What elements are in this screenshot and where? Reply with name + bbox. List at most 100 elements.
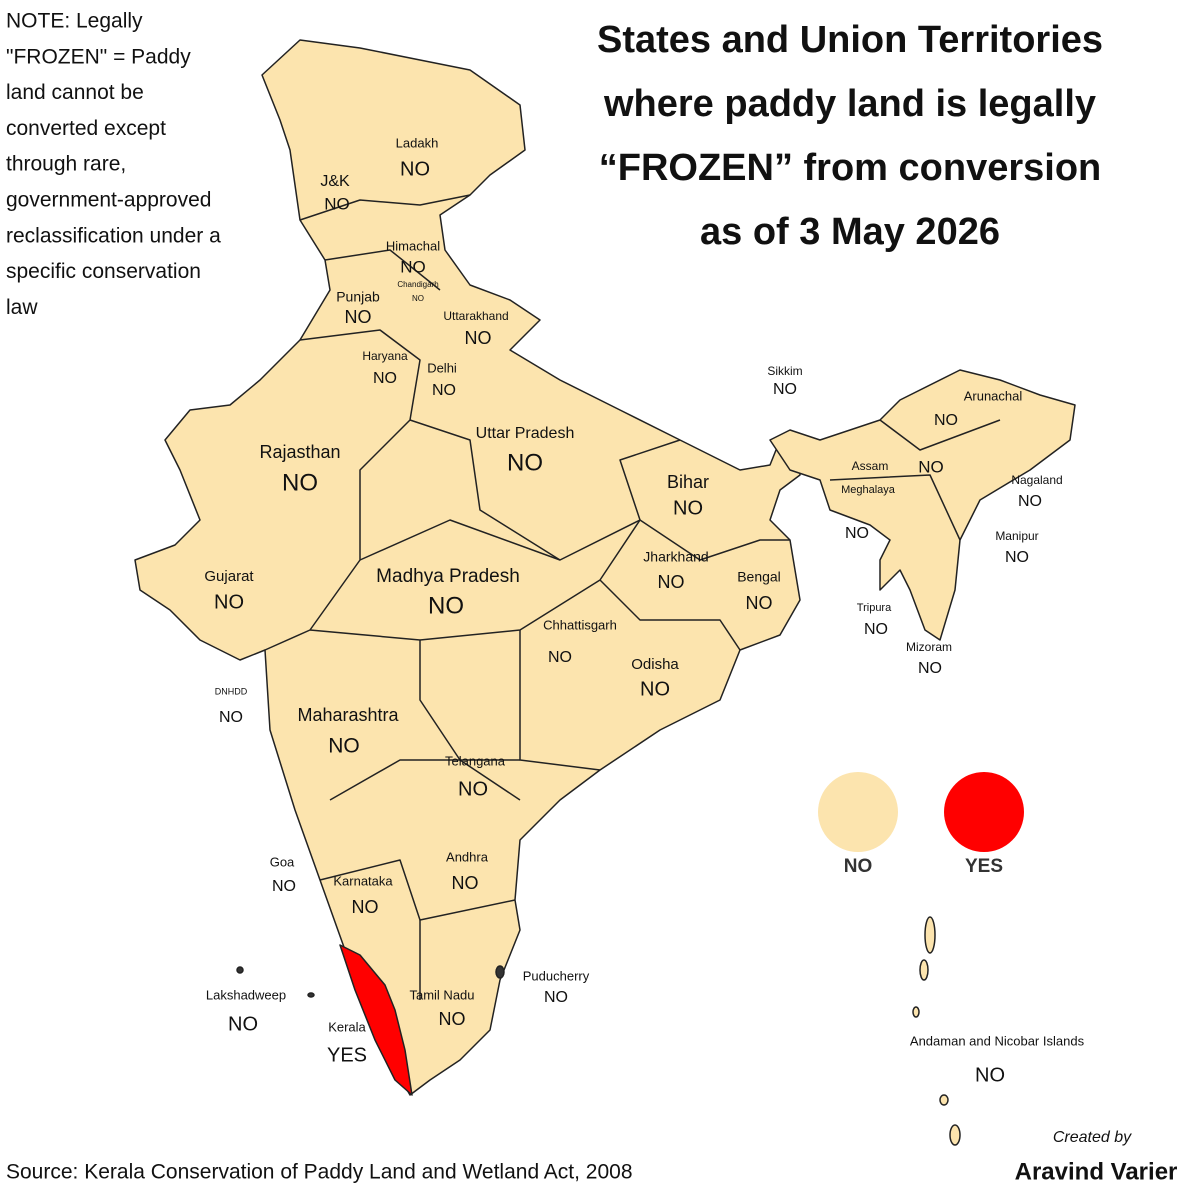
india-mainland <box>134 39 801 1096</box>
region-status: NO <box>432 382 456 399</box>
region-name: Meghalaya <box>841 484 896 496</box>
region-name: Haryana <box>362 349 408 363</box>
region-status: NO <box>864 621 888 638</box>
region-status: NO <box>640 678 670 700</box>
map-shapes <box>134 39 1076 1146</box>
region-status: NO <box>548 649 572 666</box>
credit-prefix: Created by <box>1053 1129 1132 1146</box>
region-name: Bengal <box>737 569 781 585</box>
region-name: Uttarakhand <box>443 309 508 323</box>
region-status: NO <box>439 1009 466 1029</box>
region-status: YES <box>327 1044 367 1066</box>
note-line: government-approved <box>6 189 211 212</box>
region-name: Telangana <box>445 753 506 768</box>
region-status: NO <box>773 381 797 398</box>
region-name: Punjab <box>336 289 380 305</box>
region-status: NO <box>219 709 243 726</box>
region-name: Bihar <box>667 472 709 492</box>
region-name: Andhra <box>446 849 489 864</box>
region-status: NO <box>975 1064 1005 1086</box>
title-block: States and Union Territories where paddy … <box>597 19 1103 253</box>
region-status: NO <box>918 457 944 476</box>
region-name: Madhya Pradesh <box>376 566 520 587</box>
region-status: NO <box>458 778 488 800</box>
region-name: Gujarat <box>204 568 254 585</box>
region-status: NO <box>282 469 318 496</box>
region-name: Chandigarh <box>397 280 438 289</box>
region-name: Tamil Nadu <box>409 987 474 1002</box>
region-name: Nagaland <box>1011 473 1062 487</box>
region-name: Andaman and Nicobar Islands <box>910 1033 1085 1048</box>
region-name: Tripura <box>857 602 892 614</box>
note-line: reclassification under a <box>6 224 221 247</box>
region-name: J&K <box>320 173 350 190</box>
region-status: NO <box>228 1013 258 1035</box>
title-line: as of 3 May 2026 <box>700 211 1000 253</box>
region-status: NO <box>412 294 424 303</box>
region-name: Odisha <box>631 656 679 673</box>
region-status: NO <box>1005 549 1029 566</box>
region-status: NO <box>345 307 372 327</box>
kerala-region <box>339 944 413 1096</box>
region-name: Lakshadweep <box>206 987 286 1002</box>
region-status: NO <box>328 735 360 758</box>
region-status: NO <box>465 328 492 348</box>
source: Source: Kerala Conservation of Paddy Lan… <box>6 1161 633 1184</box>
region-status: NO <box>544 989 568 1006</box>
region-name: Jharkhand <box>643 549 708 565</box>
region-status: NO <box>934 412 958 429</box>
note-line: converted except <box>6 117 166 140</box>
region-status: NO <box>324 194 350 213</box>
note-line: through rare, <box>6 153 126 176</box>
region-status: NO <box>428 592 464 619</box>
region-name: Chhattisgarh <box>543 617 617 632</box>
title-line: where paddy land is legally <box>603 83 1096 125</box>
islands <box>236 916 961 1146</box>
northeast-region <box>769 369 1076 641</box>
region-name: Goa <box>270 854 295 869</box>
region-status: NO <box>214 591 244 613</box>
note-block: NOTE: Legally "FROZEN" = Paddy land cannot… <box>6 10 221 319</box>
title-line: “FROZEN” from conversion <box>599 147 1102 189</box>
region-name: Maharashtra <box>297 705 399 725</box>
state-borders <box>264 194 1001 1000</box>
region-name: Assam <box>852 459 889 473</box>
legend-label: YES <box>965 856 1003 877</box>
region-name: Manipur <box>995 529 1038 543</box>
title-line: States and Union Territories <box>597 19 1103 61</box>
note-line: "FROZEN" = Paddy <box>6 45 191 68</box>
legend-swatch <box>818 772 898 852</box>
region-status: NO <box>373 370 397 387</box>
region-name: Mizoram <box>906 640 952 654</box>
region-name: Kerala <box>328 1019 366 1034</box>
region-name: Arunachal <box>964 388 1023 403</box>
note-line: specific conservation <box>6 260 201 283</box>
region-status: NO <box>918 660 942 677</box>
note-line: land cannot be <box>6 81 144 104</box>
credit-author: Aravind Varier <box>1015 1158 1178 1185</box>
region-name: Rajasthan <box>259 442 340 462</box>
region-name: DNHDD <box>215 686 248 696</box>
region-status: NO <box>845 525 869 542</box>
region-status: NO <box>673 497 703 519</box>
region-status: NO <box>746 593 773 613</box>
region-name: Karnataka <box>333 873 393 888</box>
region-status: NO <box>658 572 685 592</box>
region-status: NO <box>400 158 430 180</box>
note-line: law <box>6 296 38 319</box>
region-status: NO <box>272 878 296 895</box>
region-status: NO <box>452 873 479 893</box>
region-labels: Ladakh NO J&K NO Himachal NO Chandigarh NO Punja… <box>204 135 1084 1086</box>
legend-swatch <box>944 772 1024 852</box>
region-name: Uttar Pradesh <box>476 425 575 442</box>
region-name: Ladakh <box>396 135 439 150</box>
region-status: NO <box>352 897 379 917</box>
region-name: Sikkim <box>767 364 802 378</box>
region-name: Puducherry <box>523 968 590 983</box>
region-name: Himachal <box>386 238 440 253</box>
region-name: Delhi <box>427 360 457 375</box>
note-line: NOTE: Legally <box>6 10 143 33</box>
region-status: NO <box>507 449 543 476</box>
legend: NO YES <box>818 772 1024 877</box>
